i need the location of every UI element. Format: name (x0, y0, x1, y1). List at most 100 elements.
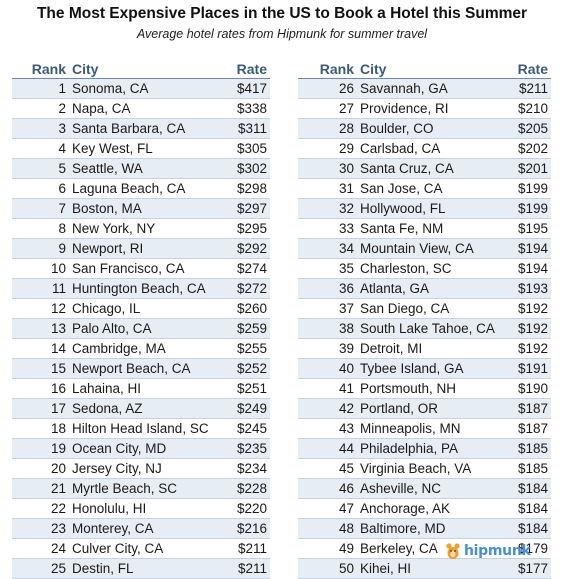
rank-cell: 28 (298, 118, 358, 139)
rank-cell: 21 (12, 478, 70, 499)
table-row: 8 New York, NY $295 (12, 218, 270, 239)
city-cell: Napa, CA (70, 98, 217, 119)
rank-cell: 7 (12, 198, 70, 219)
rate-cell: $211 (217, 538, 270, 559)
table-header-row: Rank City Rate (298, 60, 551, 79)
rank-cell: 6 (12, 178, 70, 199)
rank-cell: 22 (12, 498, 70, 519)
rate-cell: $298 (217, 178, 270, 199)
table-row: 13 Palo Alto, CA $259 (12, 318, 270, 339)
city-cell: Asheville, NC (358, 478, 500, 499)
rate-cell: $311 (217, 118, 270, 139)
table-row: 21 Myrtle Beach, SC $228 (12, 478, 270, 499)
city-cell: Sonoma, CA (70, 78, 217, 99)
table-row: 35 Charleston, SC $194 (298, 258, 551, 279)
table-row: 9 Newport, RI $292 (12, 238, 270, 259)
table-row: 31 San Jose, CA $199 (298, 178, 551, 199)
rate-cell: $211 (500, 78, 551, 99)
table-row: 23 Monterey, CA $216 (12, 518, 270, 539)
rate-cell: $184 (500, 498, 551, 519)
rank-cell: 34 (298, 238, 358, 259)
city-cell: Key West, FL (70, 138, 217, 159)
city-cell: Jersey City, NJ (70, 458, 217, 479)
rate-cell: $274 (217, 258, 270, 279)
city-cell: Honolulu, HI (70, 498, 217, 519)
rate-cell: $338 (217, 98, 270, 119)
rank-cell: 29 (298, 138, 358, 159)
rate-cell: $199 (500, 198, 551, 219)
rate-cell: $187 (500, 418, 551, 439)
rank-cell: 39 (298, 338, 358, 359)
table-row: 33 Santa Fe, NM $195 (298, 218, 551, 239)
table-row: 28 Boulder, CO $205 (298, 118, 551, 139)
city-cell: Myrtle Beach, SC (70, 478, 217, 499)
city-cell: Hilton Head Island, SC (70, 418, 217, 439)
rank-cell: 45 (298, 458, 358, 479)
rank-cell: 30 (298, 158, 358, 179)
rate-cell: $211 (217, 558, 270, 579)
rate-cell: $228 (217, 478, 270, 499)
rank-cell: 8 (12, 218, 70, 239)
rate-cell: $187 (500, 398, 551, 419)
table-row: 7 Boston, MA $297 (12, 198, 270, 219)
table-row: 50 Kihei, HI $177 (298, 558, 551, 579)
table-header-row: Rank City Rate (12, 60, 270, 79)
table-row: 40 Tybee Island, GA $191 (298, 358, 551, 379)
rank-cell: 26 (298, 78, 358, 99)
city-cell: San Diego, CA (358, 298, 500, 319)
rank-cell: 16 (12, 378, 70, 399)
rate-cell: $210 (500, 98, 551, 119)
rate-cell: $235 (217, 438, 270, 459)
table-row: 20 Jersey City, NJ $234 (12, 458, 270, 479)
table-row: 2 Napa, CA $338 (12, 98, 270, 119)
rate-cell: $185 (500, 438, 551, 459)
rank-cell: 35 (298, 258, 358, 279)
table-row: 32 Hollywood, FL $199 (298, 198, 551, 219)
rank-cell: 12 (12, 298, 70, 319)
table-row: 16 Lahaina, HI $251 (12, 378, 270, 399)
table-row: 47 Anchorage, AK $184 (298, 498, 551, 519)
table-row: 34 Mountain View, CA $194 (298, 238, 551, 259)
city-cell: Providence, RI (358, 98, 500, 119)
table-row: 43 Minneapolis, MN $187 (298, 418, 551, 439)
table-row: 11 Huntington Beach, CA $272 (12, 278, 270, 299)
city-cell: Sedona, AZ (70, 398, 217, 419)
city-cell: Newport, RI (70, 238, 217, 259)
rank-column-header: Rank (298, 60, 358, 79)
rank-cell: 10 (12, 258, 70, 279)
city-cell: Berkeley, CA (358, 538, 500, 559)
city-cell: Baltimore, MD (358, 518, 500, 539)
city-cell: Santa Barbara, CA (70, 118, 217, 139)
rate-cell: $259 (217, 318, 270, 339)
city-cell: Detroit, MI (358, 338, 500, 359)
table-row: 12 Chicago, IL $260 (12, 298, 270, 319)
rate-cell: $260 (217, 298, 270, 319)
city-column-header: City (70, 60, 217, 79)
rate-cell: $255 (217, 338, 270, 359)
rate-cell: $297 (217, 198, 270, 219)
ranking-table-left: Rank City Rate 1 Sonoma, CA $417 2 Napa, CA $… (12, 60, 270, 579)
city-cell: Philadelphia, PA (358, 438, 500, 459)
rate-cell: $251 (217, 378, 270, 399)
table-row: 1 Sonoma, CA $417 (12, 78, 270, 99)
rate-cell: $191 (500, 358, 551, 379)
city-cell: Carlsbad, CA (358, 138, 500, 159)
rate-cell: $202 (500, 138, 551, 159)
hipmunk-logo-text: hipmunk (464, 543, 531, 559)
rate-cell: $305 (217, 138, 270, 159)
rate-cell: $205 (500, 118, 551, 139)
table-row: 10 San Francisco, CA $274 (12, 258, 270, 279)
rate-cell: $216 (217, 518, 270, 539)
table-row: 36 Atlanta, GA $193 (298, 278, 551, 299)
rate-column-header: Rate (217, 60, 270, 79)
table-row: 3 Santa Barbara, CA $311 (12, 118, 270, 139)
city-column-header: City (358, 60, 500, 79)
table-row: 49 Berkeley, CA $179 (298, 538, 551, 559)
rank-cell: 17 (12, 398, 70, 419)
rank-cell: 47 (298, 498, 358, 519)
rate-cell: $220 (217, 498, 270, 519)
city-cell: Portland, OR (358, 398, 500, 419)
ranking-table-right-body: 26 Savannah, GA $211 27 Providence, RI $210 28… (298, 78, 551, 579)
rank-cell: 19 (12, 438, 70, 459)
table-row: 14 Cambridge, MA $255 (12, 338, 270, 359)
